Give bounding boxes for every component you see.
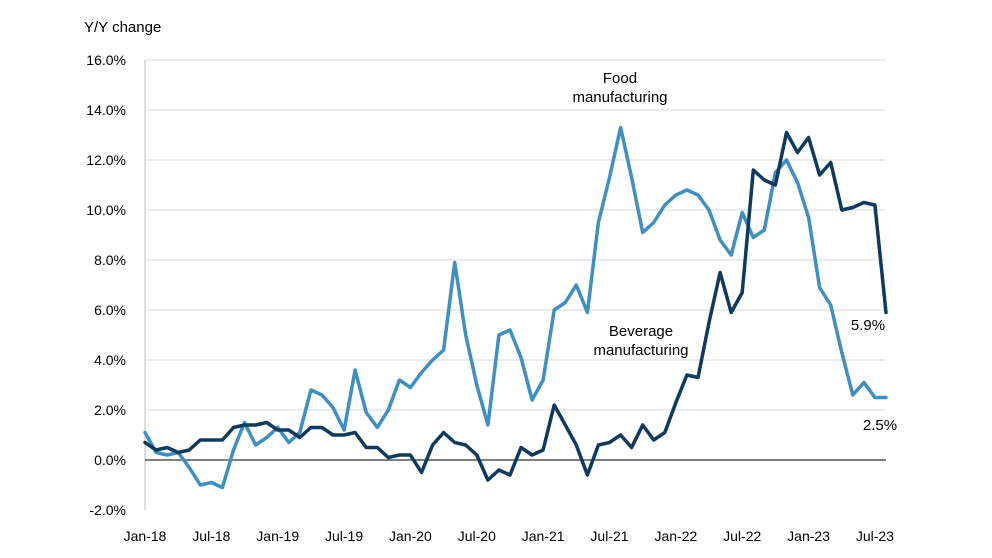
y-axis-label: Y/Y change bbox=[84, 19, 161, 36]
x-tick-label: Jul-20 bbox=[458, 528, 496, 544]
gridlines bbox=[145, 59, 886, 411]
x-tick-label: Jan-18 bbox=[124, 528, 167, 544]
x-tick-label: Jul-18 bbox=[192, 528, 230, 544]
beverage-annotation-line2: manufacturing bbox=[593, 342, 688, 359]
x-tick-label: Jan-19 bbox=[256, 528, 299, 544]
y-tick-label: 10.0% bbox=[86, 202, 126, 218]
y-tick-labels: -2.0% 0.0% 2.0% 4.0% 6.0% 8.0% 10.0% 12.0% 14.0%… bbox=[86, 52, 126, 518]
y-tick-label: 12.0% bbox=[86, 152, 126, 168]
x-tick-label: Jan-23 bbox=[787, 528, 830, 544]
x-tick-label: Jan-21 bbox=[522, 528, 565, 544]
beverage-end-label: 5.9% bbox=[851, 317, 885, 334]
x-tick-label: Jul-22 bbox=[723, 528, 761, 544]
food-annotation-line1: Food bbox=[603, 70, 637, 87]
x-tick-label: Jul-23 bbox=[856, 528, 894, 544]
x-tick-label: Jul-21 bbox=[590, 528, 628, 544]
food-manufacturing-line bbox=[143, 125, 888, 490]
y-tick-label: 4.0% bbox=[94, 352, 126, 368]
y-tick-label: 14.0% bbox=[86, 102, 126, 118]
food-annotation-line2: manufacturing bbox=[572, 89, 667, 106]
y-tick-label: -2.0% bbox=[89, 502, 126, 518]
y-tick-label: 16.0% bbox=[86, 52, 126, 68]
beverage-annotation-line1: Beverage bbox=[609, 323, 673, 340]
x-tick-label: Jul-19 bbox=[325, 528, 363, 544]
x-tick-label: Jan-20 bbox=[389, 528, 432, 544]
x-tick-labels: Jan-18 Jul-18 Jan-19 Jul-19 Jan-20 Jul-20 Jan-… bbox=[124, 528, 895, 544]
beverage-manufacturing-line bbox=[143, 130, 888, 482]
y-tick-label: 8.0% bbox=[94, 252, 126, 268]
series-lines bbox=[143, 125, 888, 490]
y-tick-label: 2.0% bbox=[94, 402, 126, 418]
x-tick-label: Jan-22 bbox=[654, 528, 697, 544]
series-annotations: Food manufacturing Beverage manufacturing 5.… bbox=[572, 70, 897, 434]
y-tick-label: 0.0% bbox=[94, 452, 126, 468]
food-end-label: 2.5% bbox=[863, 417, 897, 434]
y-tick-label: 6.0% bbox=[94, 302, 126, 318]
